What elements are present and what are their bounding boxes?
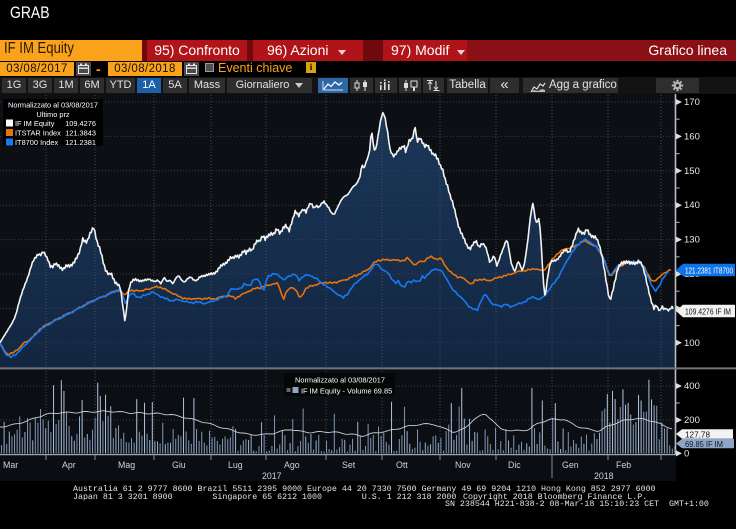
svg-text:0: 0: [684, 448, 689, 459]
svg-text:400: 400: [684, 381, 700, 392]
svg-text:130: 130: [684, 235, 700, 246]
svg-text:127.78: 127.78: [685, 429, 710, 439]
svg-text:150: 150: [684, 166, 700, 177]
svg-text:121.3843: 121.3843: [65, 129, 96, 138]
svg-text:ITSTAR Index: ITSTAR Index: [15, 129, 61, 138]
svg-text:2018: 2018: [594, 471, 614, 481]
svg-text:200: 200: [684, 415, 700, 426]
svg-text:Normalizzato al 03/08/2017: Normalizzato al 03/08/2017: [8, 101, 98, 110]
svg-text:Ago: Ago: [284, 460, 300, 470]
svg-text:Apr: Apr: [62, 460, 76, 470]
svg-text:121.2381 IT8700: 121.2381 IT8700: [685, 265, 733, 275]
svg-text:Gen: Gen: [562, 460, 579, 470]
svg-text:160: 160: [684, 131, 700, 142]
svg-text:Dic: Dic: [508, 460, 521, 470]
svg-text:Giu: Giu: [172, 460, 186, 470]
svg-text:Ott: Ott: [396, 460, 408, 470]
svg-text:140: 140: [684, 200, 700, 211]
svg-text:170: 170: [684, 97, 700, 108]
svg-text:69.85 IF IM: 69.85 IF IM: [685, 439, 723, 449]
svg-text:2017: 2017: [262, 471, 282, 481]
svg-text:Nov: Nov: [455, 460, 471, 470]
svg-text:Feb: Feb: [616, 460, 631, 470]
svg-text:109.4276: 109.4276: [65, 119, 96, 128]
svg-text:109.4276 IF IM: 109.4276 IF IM: [685, 306, 731, 316]
svg-text:Normalizzato al 03/08/2017: Normalizzato al 03/08/2017: [295, 376, 385, 385]
svg-text:Set: Set: [342, 460, 356, 470]
svg-text:IF IM Equity - Volume 69.85: IF IM Equity - Volume 69.85: [301, 387, 392, 396]
svg-text:100: 100: [684, 338, 700, 349]
svg-text:Ultimo prz: Ultimo prz: [36, 110, 70, 119]
svg-text:Mag: Mag: [118, 460, 135, 470]
svg-text:IF IM Equity: IF IM Equity: [15, 119, 55, 128]
svg-text:Lug: Lug: [228, 460, 243, 470]
svg-text:121.2381: 121.2381: [65, 138, 96, 147]
svg-text:IT8700 Index: IT8700 Index: [15, 138, 58, 147]
svg-text:Mar: Mar: [3, 460, 18, 470]
